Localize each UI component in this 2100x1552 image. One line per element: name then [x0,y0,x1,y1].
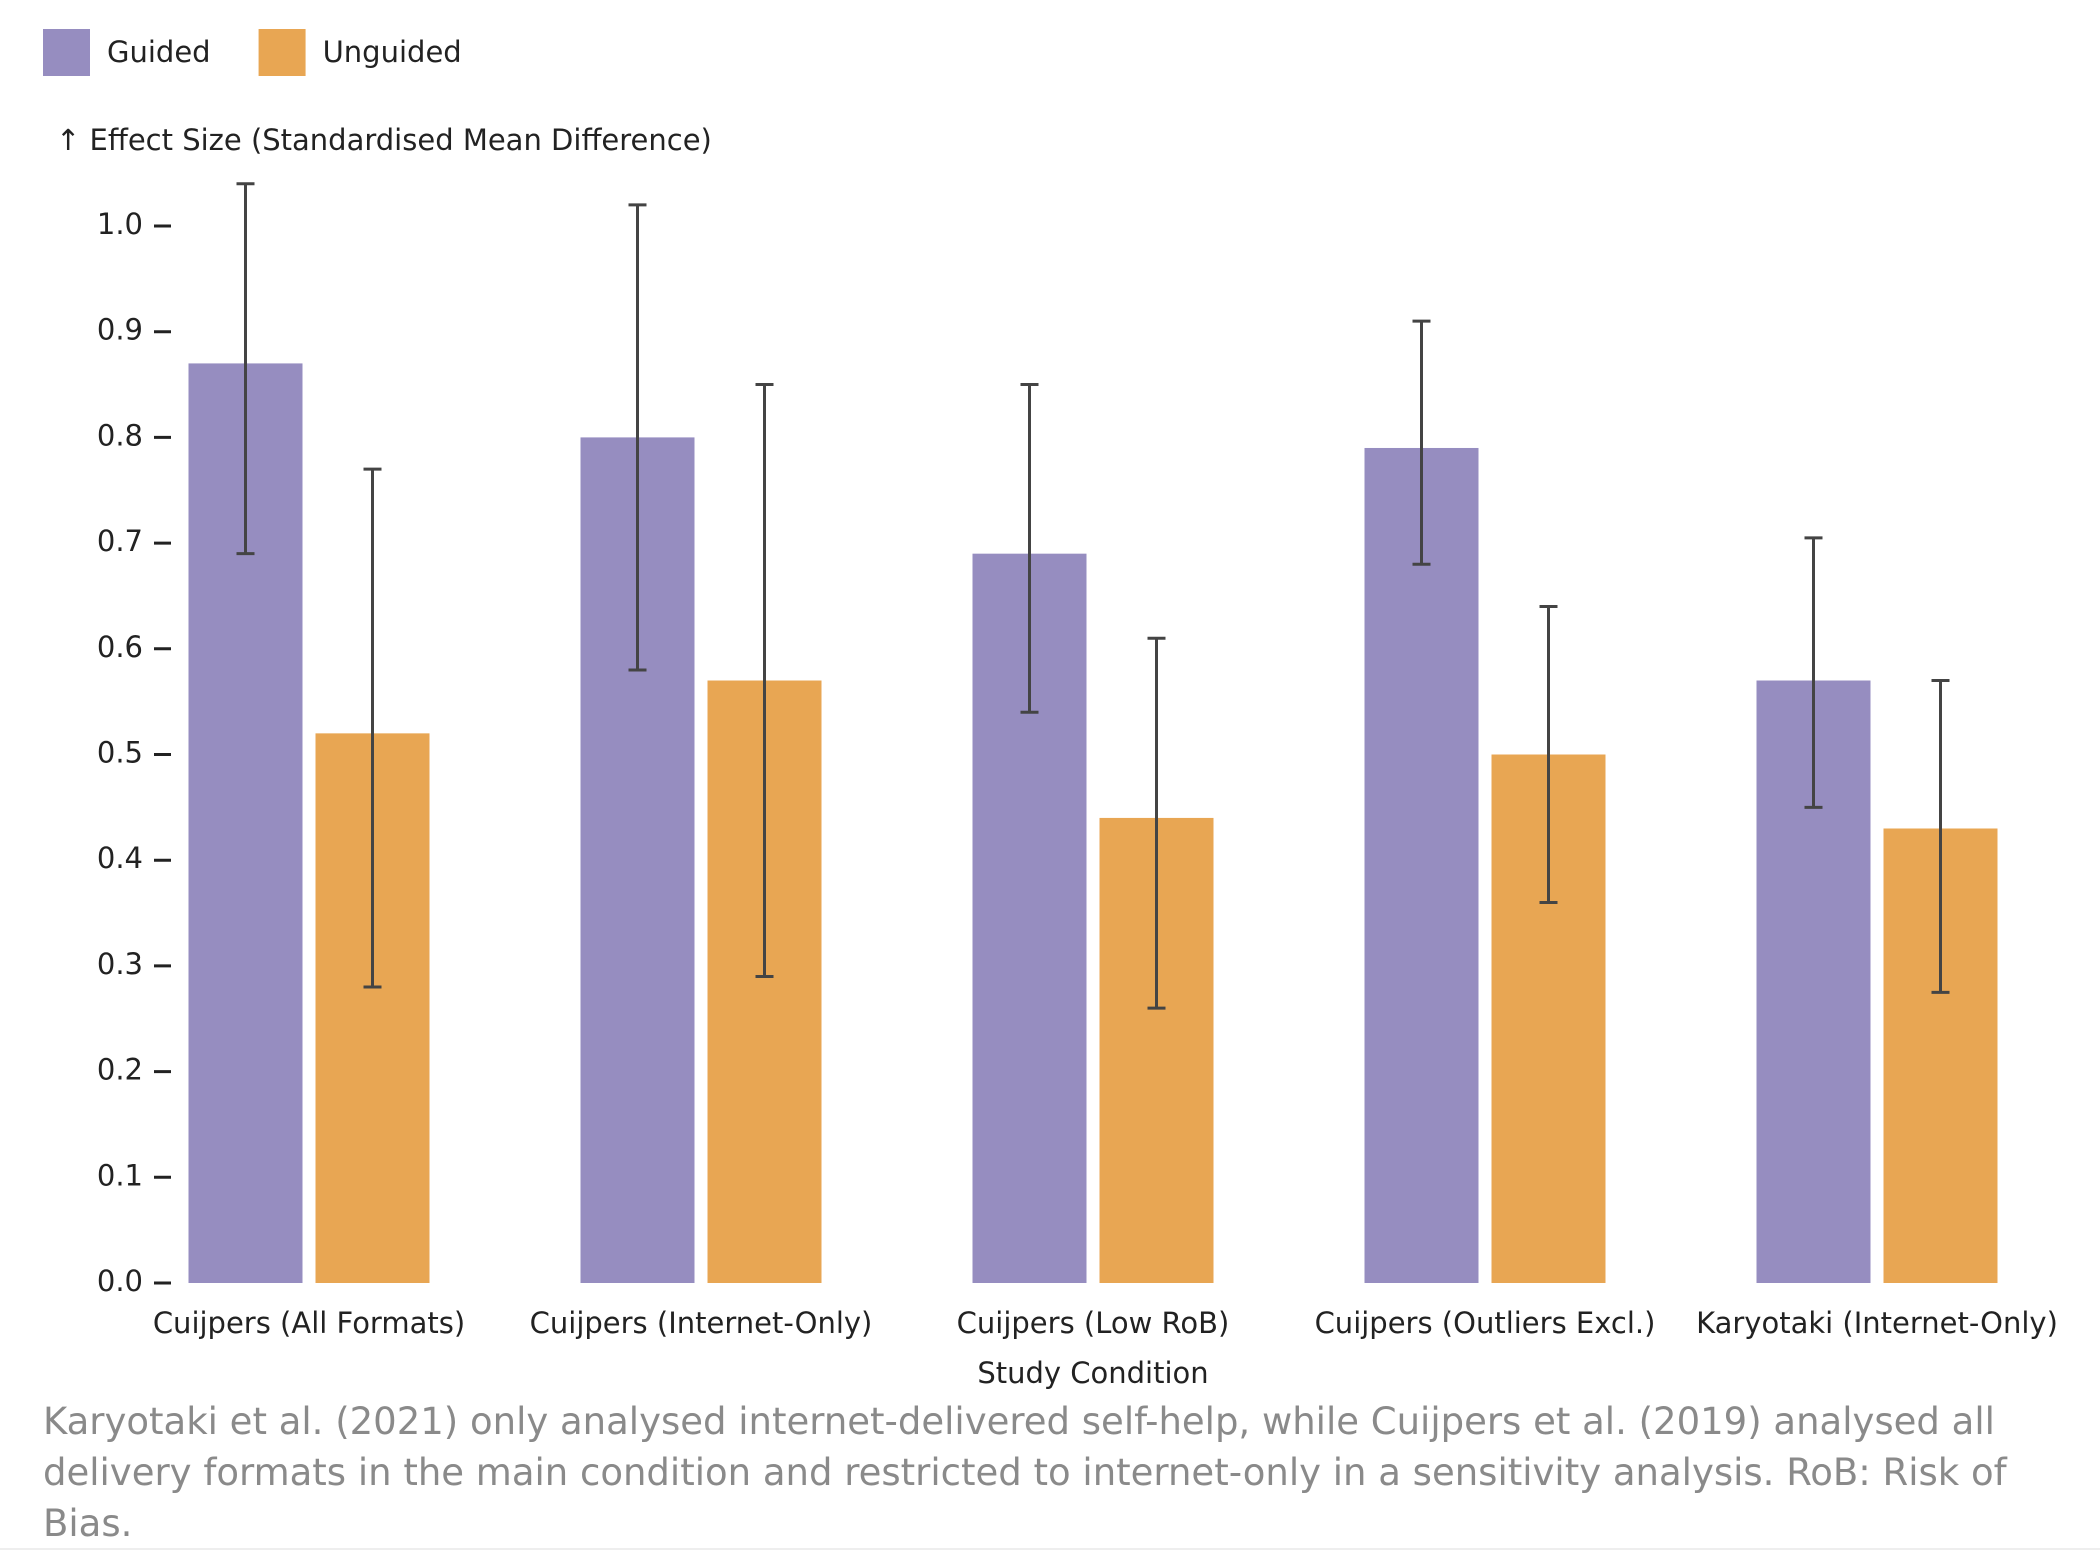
x-tick-label: Karyotaki (Internet-Only) [1696,1306,2058,1340]
caption: Karyotaki et al. (2021) only analysed in… [43,1400,2007,1545]
x-tick-label: Cuijpers (Low RoB) [957,1306,1230,1340]
chart: ↑ Effect Size (Standardised Mean Differe… [43,29,2058,1390]
y-tick-label: 0.5 [97,736,143,770]
y-tick-label: 0.0 [97,1264,143,1298]
y-tick-label: 0.7 [97,524,143,558]
error-bar [755,383,774,978]
y-tick-label: 0.3 [97,947,143,981]
bar [1364,447,1479,1284]
y-tick-label: 0.9 [97,313,143,347]
y-tick-label: 0.6 [97,630,143,664]
x-tick-label: Cuijpers (Internet-Only) [530,1306,873,1340]
x-tick-label: Cuijpers (Outliers Excl.) [1315,1306,1656,1340]
error-bar [1539,605,1558,904]
y-tick-label: 0.4 [97,841,143,875]
legend-label: Unguided [323,35,462,69]
legend-swatch [43,29,90,76]
error-bar [628,203,647,672]
y-tick-label: 1.0 [97,207,143,241]
error-bar [1412,319,1431,566]
divider [0,1548,2100,1550]
x-axis-title: Study Condition [977,1356,1208,1390]
error-bar [236,182,255,556]
y-tick-label: 0.2 [97,1053,143,1087]
error-bar [1020,383,1039,714]
legend-label: Guided [107,35,211,69]
error-bar [363,467,382,989]
y-tick-label: 0.8 [97,418,143,452]
legend-swatch [258,29,306,76]
y-tick-label: 0.1 [97,1158,143,1192]
x-tick-label: Cuijpers (All Formats) [153,1306,465,1340]
error-bar [1147,636,1166,1010]
error-bar [1804,536,1823,809]
y-axis-title: ↑ Effect Size (Standardised Mean Differe… [56,123,712,157]
error-bar [1931,679,1950,994]
